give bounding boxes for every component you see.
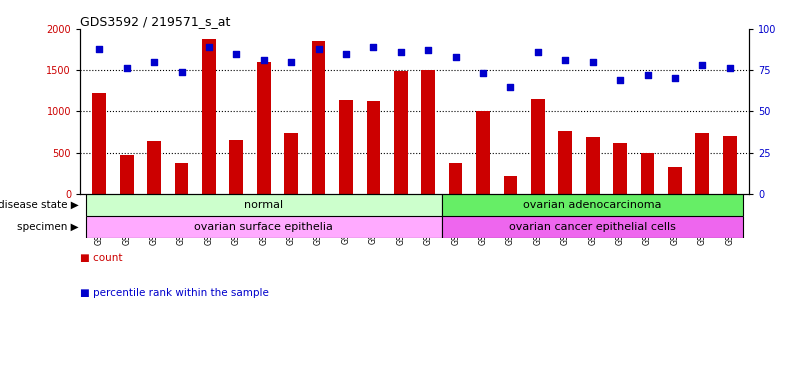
Bar <box>339 100 353 194</box>
Point <box>422 47 435 53</box>
Point <box>531 49 544 55</box>
Bar <box>86 194 442 216</box>
Point <box>614 77 626 83</box>
Point <box>449 54 462 60</box>
Bar <box>668 167 682 194</box>
Bar <box>230 140 244 194</box>
Point <box>203 44 215 50</box>
Point <box>175 69 188 75</box>
Point <box>93 46 106 52</box>
Point <box>394 49 407 55</box>
Bar <box>367 101 380 194</box>
Bar <box>442 216 743 238</box>
Bar <box>476 111 490 194</box>
Point <box>285 59 298 65</box>
Bar <box>175 163 188 194</box>
Bar <box>421 70 435 194</box>
Point <box>367 44 380 50</box>
Point <box>586 59 599 65</box>
Point <box>696 62 709 68</box>
Bar <box>614 143 627 194</box>
Point <box>723 65 736 71</box>
Point <box>559 57 572 63</box>
Bar <box>504 176 517 194</box>
Bar <box>723 136 737 194</box>
Bar <box>86 216 442 238</box>
Point <box>340 51 352 57</box>
Bar <box>92 93 107 194</box>
Text: ovarian surface epithelia: ovarian surface epithelia <box>195 222 333 232</box>
Bar <box>449 164 462 194</box>
Bar <box>120 155 134 194</box>
Text: disease state ▶: disease state ▶ <box>0 200 78 210</box>
Text: ovarian cancer epithelial cells: ovarian cancer epithelial cells <box>509 222 676 232</box>
Text: ovarian adenocarcinoma: ovarian adenocarcinoma <box>523 200 662 210</box>
Text: GDS3592 / 219571_s_at: GDS3592 / 219571_s_at <box>80 15 231 28</box>
Text: ■ percentile rank within the sample: ■ percentile rank within the sample <box>80 288 269 298</box>
Bar <box>312 41 325 194</box>
Bar <box>257 62 271 194</box>
Point <box>120 65 133 71</box>
Bar <box>586 137 599 194</box>
Bar <box>202 39 215 194</box>
Bar <box>147 141 161 194</box>
Point <box>477 70 489 76</box>
Bar <box>394 71 408 194</box>
Bar <box>695 133 709 194</box>
Bar <box>558 131 572 194</box>
Bar <box>442 194 743 216</box>
Point <box>147 59 160 65</box>
Bar <box>284 133 298 194</box>
Text: specimen ▶: specimen ▶ <box>17 222 78 232</box>
Point <box>641 72 654 78</box>
Point <box>230 51 243 57</box>
Bar <box>641 153 654 194</box>
Text: ■ count: ■ count <box>80 253 123 263</box>
Bar <box>531 99 545 194</box>
Point <box>504 84 517 90</box>
Point <box>257 57 270 63</box>
Point <box>669 75 682 81</box>
Point <box>312 46 325 52</box>
Text: normal: normal <box>244 200 284 210</box>
